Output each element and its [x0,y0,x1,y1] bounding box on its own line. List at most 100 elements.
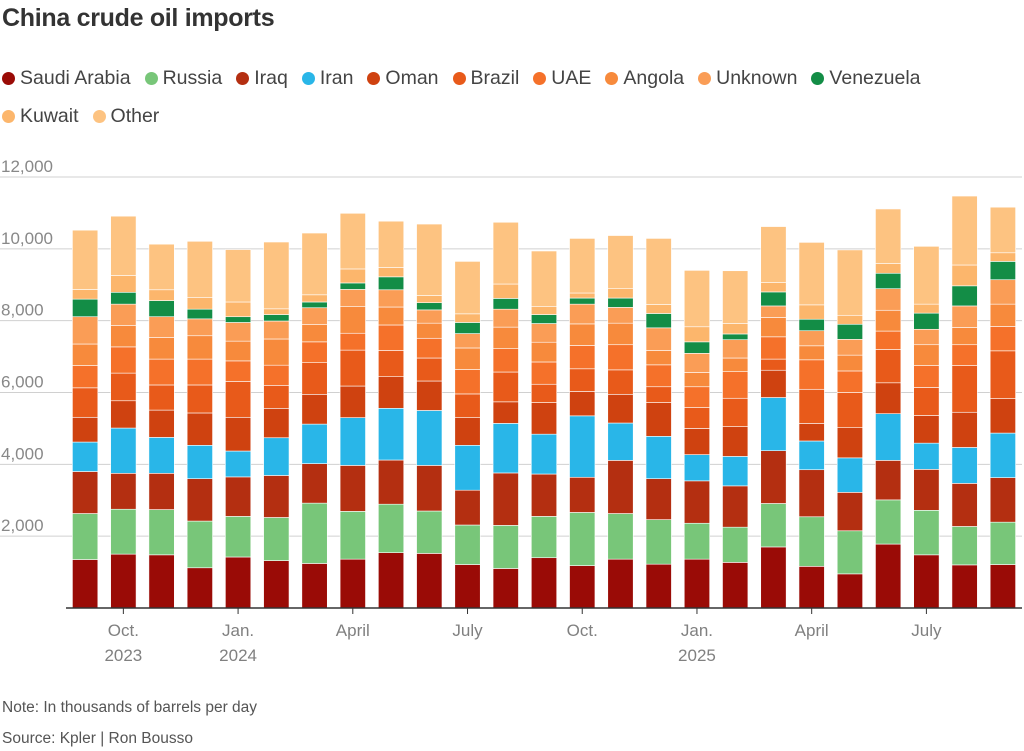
bar-segment-kuwait [416,295,443,304]
bar-segment-angola [569,323,596,346]
bar-segment-other [798,242,825,306]
bar-segment-russia [492,525,519,569]
x-tick-label: April [795,621,829,640]
bar-stack-2024-01 [263,241,290,609]
bar-segment-venezuela [301,301,328,309]
bar-segment-venezuela [722,333,749,341]
bar-segment-kuwait [836,314,863,325]
bar-segment-oman [110,400,137,429]
bar-segment-brazil [110,372,137,402]
bar-segment-venezuela [569,297,596,305]
bar-segment-angola [722,357,749,372]
bar-segment-angola [186,335,213,360]
bar-segment-angola [492,326,519,349]
bar-segment-venezuela [951,285,978,307]
bar-segment-kuwait [72,289,99,300]
bar-segment-saudi-arabia [148,554,175,609]
bar-segment-other [530,250,558,307]
bar-segment-russia [416,510,443,554]
bar-segment-russia [339,511,366,560]
bar-segment-kuwait [454,313,481,323]
bar-segment-unknown [416,309,443,324]
legend-item-russia: Russia [144,66,222,90]
bar-segment-brazil [875,349,902,384]
bar-segment-russia [760,503,787,548]
legend-swatch [301,71,315,85]
bar-segment-angola [148,337,175,360]
bar-stack-2025-01 [722,270,749,609]
x-tick-label: 2025 [678,646,716,665]
bar-segment-iran [378,408,405,461]
bar-stack-2024-02 [301,232,328,609]
bar-stack-2025-08 [989,206,1016,609]
bar-segment-unknown [186,318,213,337]
bar-segment-unknown [339,289,366,307]
bar-stack-2025-07 [951,195,978,609]
bar-segment-unknown [378,289,405,308]
bar-stack-2025-03 [798,242,825,609]
bar-segment-saudi-arabia [492,568,519,609]
bar-segment-saudi-arabia [301,563,328,609]
legend: Saudi Arabia Russia Iraq Iran Oman Brazil UAE A… [2,66,1012,128]
bar-segment-saudi-arabia [683,558,710,609]
bar-segment-iran [72,441,99,472]
bar-segment-other [454,261,481,315]
bar-segment-venezuela [416,302,443,311]
bar-segment-kuwait [989,252,1016,262]
bar-segment-oman [416,380,443,411]
bar-segment-iran [836,457,863,493]
bar-segment-russia [951,526,978,566]
bar-segment-unknown [148,316,175,338]
bar-segment-venezuela [645,313,672,329]
bar-segment-russia [989,521,1016,565]
bar-segment-uae [186,358,213,386]
bar-segment-brazil [798,388,825,424]
bar-segment-unknown [301,307,328,325]
legend-label: Kuwait [20,105,79,127]
legend-label: Unknown [716,67,798,89]
bar-segment-oman [683,428,710,455]
bar-segment-iraq [110,473,137,510]
x-tick-labels: Oct. 2023 Jan. 2024 April July Oct. Jan. 2025 Apr… [104,608,942,665]
y-tick-label: 12,000 [1,160,53,176]
bar-segment-brazil [530,383,558,403]
bar-segment-unknown [875,288,902,311]
bar-segment-russia [836,530,863,575]
legend-item-venezuela: Venezuela [811,66,921,90]
bar-segment-other [148,243,175,291]
bar-segment-uae [492,348,519,373]
bar-segment-oman [72,416,99,443]
bar-segment-angola [607,322,634,346]
bar-stack-2024-03 [339,212,366,609]
bar-segment-oman [492,401,519,424]
bar-segment-uae [416,337,443,359]
x-tick-label: Jan. [681,621,713,640]
bar-segment-kuwait [569,292,596,299]
bar-segment-other [301,232,328,296]
bar-segment-unknown [72,316,99,345]
bar-segment-iraq [607,460,634,514]
bar-segment-angola [72,343,99,366]
bar-segment-other [225,249,252,303]
bar-segment-kuwait [186,297,213,310]
bar-segment-brazil [989,350,1016,399]
bar-segment-kuwait [760,282,787,293]
legend-swatch [2,109,15,123]
bar-segment-other [989,206,1016,254]
bar-segment-iraq [378,459,405,505]
bar-stack-2024-06 [454,261,481,609]
bar-segment-oman [645,402,672,437]
bar-segment-russia [301,502,328,564]
bar-segment-unknown [913,328,940,346]
bar-segment-oman [263,408,290,439]
bar-segment-saudi-arabia [798,566,825,609]
bar-segment-saudi-arabia [339,558,366,609]
bar-stack-2025-05 [875,208,902,609]
bar-segment-brazil [378,350,405,377]
bar-segment-oman [530,402,558,435]
bar-segment-angola [530,341,558,363]
bar-segment-venezuela [607,297,634,308]
legend-item-other: Other [92,104,159,128]
bar-stack-2024-07 [492,221,519,609]
stacked-bar-chart: 2,000 4,000 6,000 8,000 10,000 12,000 Oct. 202… [0,160,1022,665]
